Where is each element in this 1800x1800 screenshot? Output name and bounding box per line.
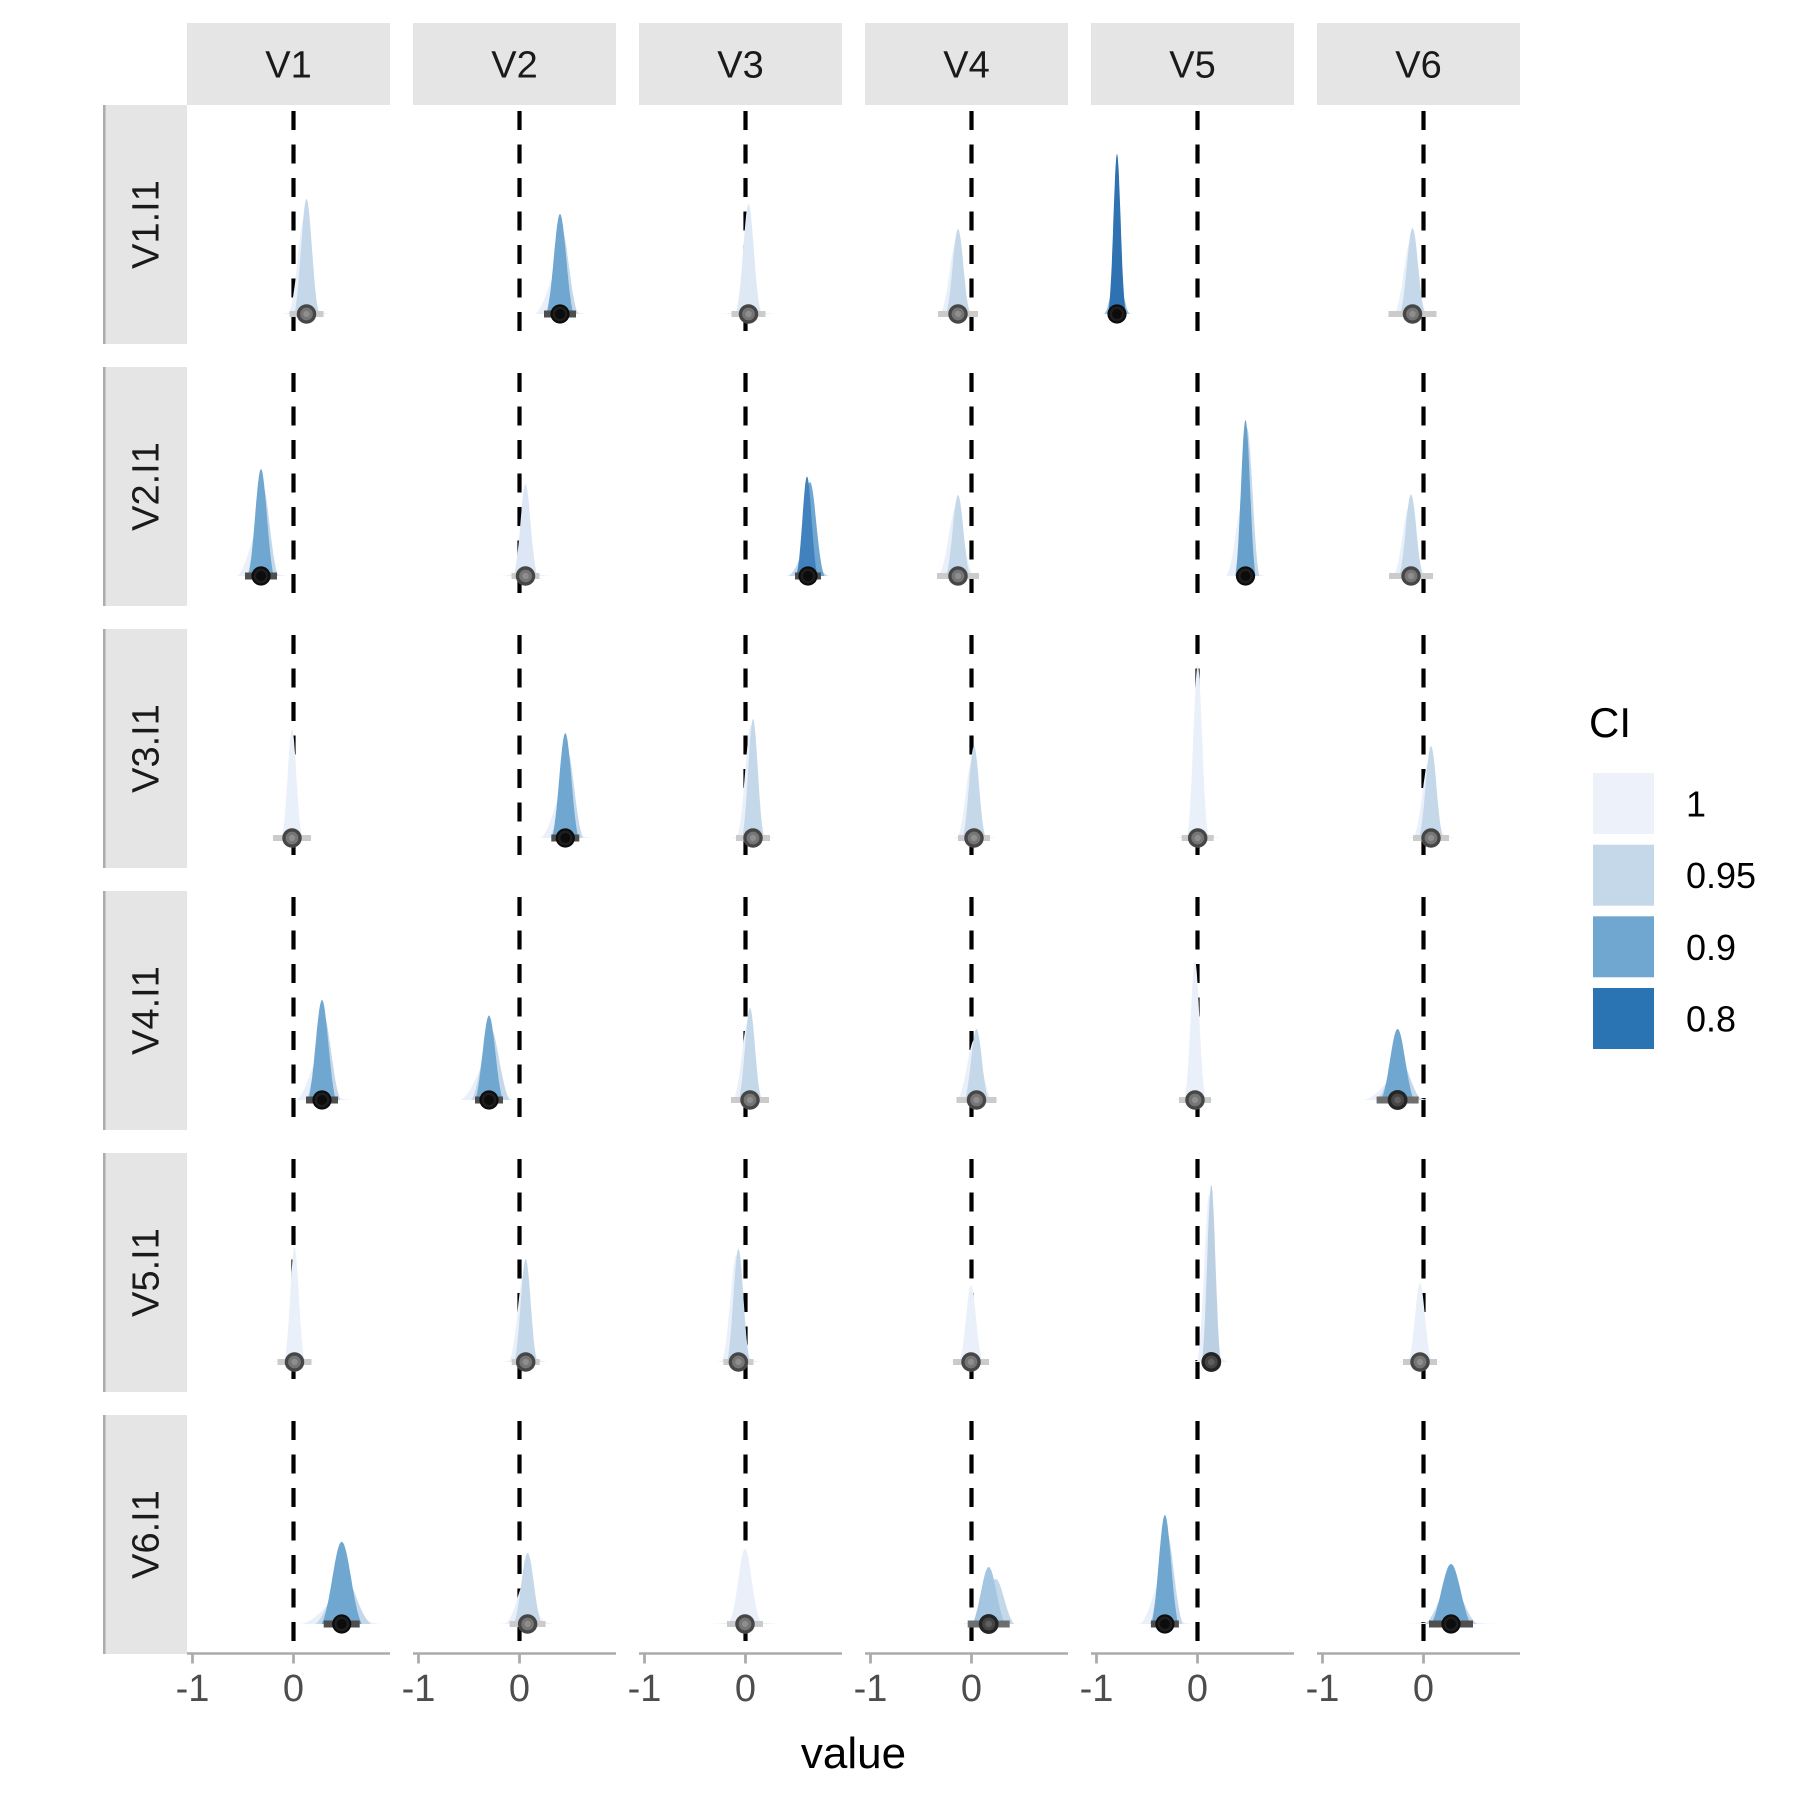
svg-text:-1: -1 bbox=[628, 1668, 662, 1710]
svg-text:V5: V5 bbox=[1169, 45, 1215, 87]
svg-text:V1.I1: V1.I1 bbox=[126, 180, 168, 269]
svg-text:-1: -1 bbox=[1306, 1668, 1340, 1710]
svg-text:-1: -1 bbox=[402, 1668, 436, 1710]
svg-text:0: 0 bbox=[509, 1668, 530, 1710]
svg-text:V4: V4 bbox=[943, 45, 989, 87]
svg-text:-1: -1 bbox=[854, 1668, 888, 1710]
svg-text:V4.I1: V4.I1 bbox=[126, 966, 168, 1055]
svg-text:V2: V2 bbox=[491, 45, 537, 87]
svg-text:0.95: 0.95 bbox=[1686, 855, 1756, 896]
svg-text:0: 0 bbox=[1413, 1668, 1434, 1710]
svg-text:V5.I1: V5.I1 bbox=[126, 1228, 168, 1317]
svg-text:0.9: 0.9 bbox=[1686, 927, 1736, 968]
svg-text:1: 1 bbox=[1686, 784, 1706, 825]
svg-text:V6.I1: V6.I1 bbox=[126, 1490, 168, 1579]
svg-text:V3.I1: V3.I1 bbox=[126, 704, 168, 793]
svg-text:V1: V1 bbox=[265, 45, 311, 87]
svg-text:V3: V3 bbox=[717, 45, 763, 87]
svg-text:-1: -1 bbox=[1080, 1668, 1114, 1710]
svg-text:0.8: 0.8 bbox=[1686, 999, 1736, 1040]
svg-text:V2.I1: V2.I1 bbox=[126, 442, 168, 531]
svg-text:CI: CI bbox=[1589, 699, 1631, 746]
svg-text:-1: -1 bbox=[176, 1668, 210, 1710]
svg-text:V6: V6 bbox=[1395, 45, 1441, 87]
svg-text:0: 0 bbox=[961, 1668, 982, 1710]
svg-text:value: value bbox=[801, 1729, 906, 1778]
svg-text:0: 0 bbox=[1187, 1668, 1208, 1710]
svg-text:0: 0 bbox=[735, 1668, 756, 1710]
svg-text:0: 0 bbox=[283, 1668, 304, 1710]
